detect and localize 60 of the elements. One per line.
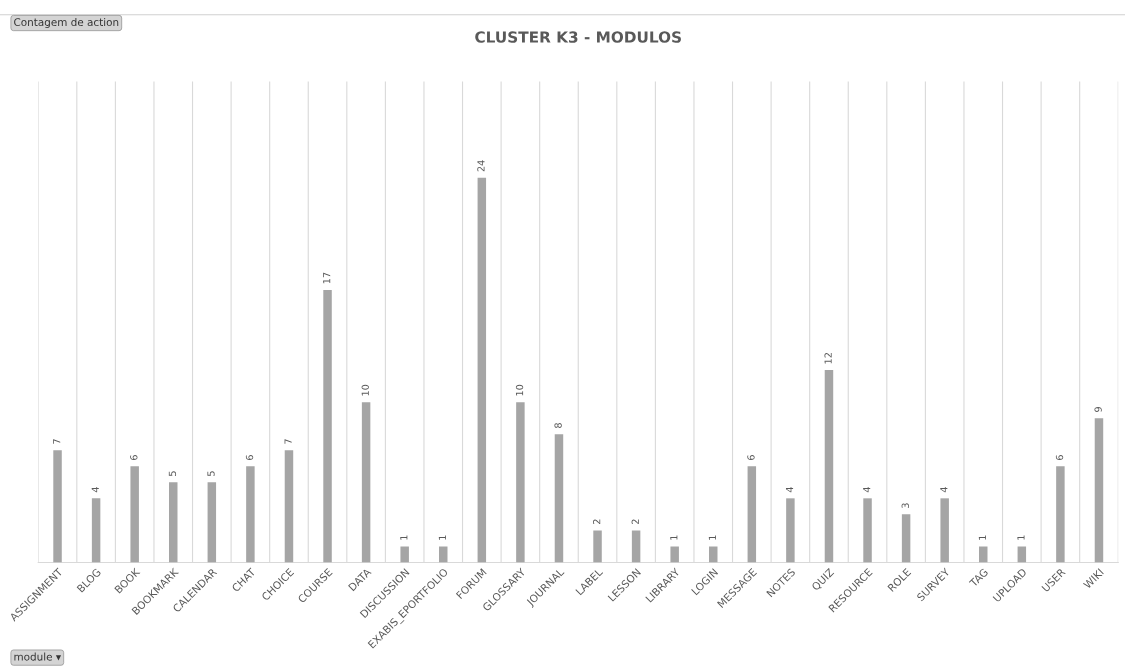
data-label: 1	[708, 535, 716, 540]
bar	[207, 482, 217, 563]
data-label: 1	[670, 535, 678, 540]
data-label: 5	[207, 471, 215, 476]
bar	[1017, 546, 1027, 563]
bar	[593, 530, 602, 563]
data-label: 1	[400, 535, 408, 540]
text: module ▾	[14, 652, 62, 661]
data-label: 6	[747, 455, 755, 460]
bar	[554, 434, 564, 563]
bar	[323, 289, 332, 563]
data-label: 4	[785, 487, 794, 493]
bar	[670, 546, 679, 563]
data-label: 17	[323, 272, 331, 284]
data-label: 12	[824, 353, 832, 364]
bar	[169, 482, 178, 563]
bar	[400, 546, 409, 563]
data-label: 1	[978, 535, 986, 540]
data-label: 4	[863, 487, 871, 493]
bar	[439, 546, 448, 563]
data-label: 7	[53, 439, 61, 444]
bar	[824, 370, 834, 563]
data-label: 1	[1017, 535, 1025, 540]
x-tick-label: TAG	[968, 568, 989, 588]
data-label: 2	[631, 519, 639, 525]
data-label: 7	[284, 439, 292, 444]
bar	[709, 546, 718, 563]
bar	[863, 498, 872, 563]
bar	[940, 498, 949, 563]
data-label: 9	[1094, 407, 1102, 412]
bar	[130, 466, 139, 563]
bar	[91, 498, 101, 563]
data-label: 10	[361, 384, 369, 396]
bar	[979, 546, 988, 563]
data-label: 6	[130, 455, 138, 460]
data-label: 5	[168, 471, 177, 476]
bar	[284, 450, 294, 563]
bar	[53, 450, 62, 563]
data-label: 1	[438, 535, 446, 540]
text: Contagem de action	[14, 17, 119, 29]
bar	[246, 466, 255, 563]
bar	[516, 402, 525, 563]
data-label: 4	[940, 487, 948, 493]
data-label: 2	[593, 519, 601, 525]
bar	[477, 177, 487, 563]
bar	[747, 466, 757, 563]
data-label: 6	[245, 455, 254, 460]
bar	[1094, 418, 1104, 563]
data-label: 24	[477, 160, 485, 172]
data-label: 4	[91, 487, 99, 493]
bar	[786, 498, 795, 563]
bar	[901, 514, 911, 563]
chart-title: CLUSTER K3 - MODULOS	[475, 31, 681, 43]
data-label: 6	[1055, 455, 1064, 460]
bar	[361, 402, 371, 563]
data-label: 3	[901, 503, 909, 509]
bar	[631, 530, 641, 563]
data-label: 10	[515, 384, 524, 396]
data-label: 8	[554, 423, 562, 428]
bar	[1056, 466, 1065, 563]
